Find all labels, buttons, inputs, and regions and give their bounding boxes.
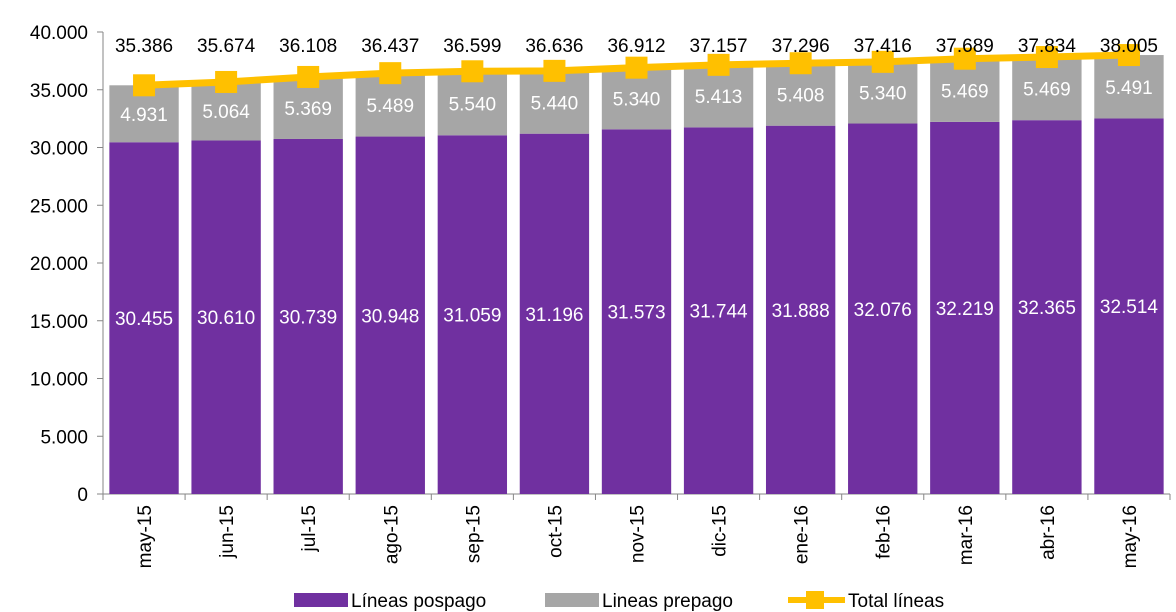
legend-swatch-pospago bbox=[294, 593, 348, 607]
legend-label-total: Total líneas bbox=[848, 591, 944, 612]
data-label-prepago: 5.340 bbox=[613, 89, 661, 110]
data-label-prepago: 5.413 bbox=[695, 87, 743, 108]
bar-pospago bbox=[1012, 120, 1082, 494]
data-label-total: 36.437 bbox=[361, 36, 419, 57]
data-label-total: 36.599 bbox=[443, 36, 501, 57]
y-tick-label: 40.000 bbox=[30, 23, 88, 44]
data-label-pospago: 30.739 bbox=[279, 307, 337, 328]
total-line bbox=[133, 44, 1140, 97]
legend-swatch-prepago bbox=[545, 593, 599, 607]
x-tick-label: jul-15 bbox=[299, 505, 320, 552]
data-label-prepago: 4.931 bbox=[120, 105, 168, 126]
bar-pospago bbox=[273, 138, 343, 495]
x-tick-label: jun-15 bbox=[217, 505, 238, 559]
x-tick-label: nov-15 bbox=[628, 505, 649, 563]
bar-pospago bbox=[109, 142, 179, 494]
data-label-total: 35.386 bbox=[115, 36, 173, 57]
data-label-pospago: 32.365 bbox=[1018, 298, 1076, 319]
x-tick-label: abr-16 bbox=[1038, 505, 1059, 560]
total-marker bbox=[871, 50, 894, 73]
bars bbox=[109, 55, 1164, 495]
data-label-pospago: 31.573 bbox=[607, 303, 665, 324]
data-label-prepago: 5.064 bbox=[202, 102, 250, 123]
bar-pospago bbox=[437, 135, 508, 494]
y-tick-label: 5.000 bbox=[40, 427, 88, 448]
data-label-prepago: 5.408 bbox=[777, 85, 825, 106]
total-marker bbox=[953, 47, 976, 70]
x-tick-label: feb-16 bbox=[874, 505, 895, 559]
data-label-pospago: 32.219 bbox=[936, 299, 994, 320]
total-marker bbox=[789, 52, 812, 75]
data-label-total: 37.689 bbox=[936, 36, 994, 57]
x-tick-label: ene-16 bbox=[792, 505, 813, 564]
data-labels: 30.455 4.931 30.610 5.064 30.739 5.369 30.948 5… bbox=[115, 36, 1158, 330]
total-marker bbox=[1035, 46, 1058, 69]
bar-pospago bbox=[683, 127, 754, 494]
total-marker bbox=[215, 70, 238, 93]
data-label-prepago: 5.469 bbox=[941, 81, 989, 102]
total-marker bbox=[543, 59, 566, 82]
bar-pospago bbox=[519, 133, 590, 494]
legend-label-prepago: Lineas prepago bbox=[602, 591, 733, 612]
data-label-total: 36.912 bbox=[607, 36, 665, 57]
bar-pospago bbox=[191, 140, 261, 494]
y-tick-label: 35.000 bbox=[30, 81, 88, 102]
y-tick-label: 20.000 bbox=[30, 254, 88, 275]
y-tick-label: 30.000 bbox=[30, 139, 88, 160]
y-tick-label: 0 bbox=[77, 485, 88, 506]
data-label-total: 37.416 bbox=[854, 36, 912, 57]
data-label-pospago: 30.948 bbox=[361, 306, 419, 327]
y-tick-label: 10.000 bbox=[30, 370, 88, 391]
x-tick-label: sep-15 bbox=[463, 505, 484, 563]
y-tick-label: 15.000 bbox=[30, 312, 88, 333]
y-tick-label: 25.000 bbox=[30, 196, 88, 217]
total-marker bbox=[707, 53, 730, 76]
data-label-pospago: 32.076 bbox=[854, 300, 912, 321]
x-tick-label: dic-15 bbox=[710, 505, 731, 557]
data-label-prepago: 5.369 bbox=[284, 99, 332, 120]
x-tick-label: oct-15 bbox=[545, 505, 566, 558]
data-label-prepago: 5.540 bbox=[449, 94, 497, 115]
data-label-pospago: 32.514 bbox=[1100, 297, 1159, 318]
total-marker bbox=[133, 74, 156, 97]
data-label-total: 38.005 bbox=[1100, 36, 1158, 57]
data-label-pospago: 31.888 bbox=[772, 301, 830, 322]
legend: Líneas pospago Lineas prepago Total líneas bbox=[294, 591, 944, 612]
data-label-prepago: 5.491 bbox=[1105, 78, 1153, 99]
data-label-total: 35.674 bbox=[197, 36, 256, 57]
total-marker bbox=[461, 60, 484, 83]
total-marker bbox=[625, 56, 648, 79]
x-tick-label: ago-15 bbox=[381, 505, 402, 564]
bar-pospago bbox=[765, 125, 836, 494]
data-label-pospago: 31.196 bbox=[525, 305, 583, 326]
data-label-pospago: 30.455 bbox=[115, 309, 173, 330]
bar-pospago bbox=[1094, 118, 1164, 494]
data-label-total: 36.636 bbox=[525, 36, 583, 57]
data-label-prepago: 5.469 bbox=[1023, 80, 1071, 101]
bar-pospago bbox=[848, 123, 918, 494]
data-label-prepago: 5.489 bbox=[366, 96, 414, 117]
bar-pospago bbox=[355, 136, 425, 494]
x-tick-label: mar-16 bbox=[956, 505, 977, 565]
data-label-total: 36.108 bbox=[279, 36, 337, 57]
total-marker bbox=[379, 62, 402, 85]
data-label-prepago: 5.440 bbox=[531, 93, 579, 114]
data-label-pospago: 30.610 bbox=[197, 308, 255, 329]
bar-pospago bbox=[601, 129, 672, 494]
legend-label-pospago: Líneas pospago bbox=[351, 591, 486, 612]
bar-pospago bbox=[930, 121, 1000, 495]
x-tick-label: may-15 bbox=[135, 505, 156, 568]
data-label-pospago: 31.744 bbox=[690, 302, 749, 323]
data-label-prepago: 5.340 bbox=[859, 84, 907, 105]
total-marker bbox=[297, 65, 320, 88]
x-tick-label: may-16 bbox=[1120, 505, 1141, 568]
data-label-total: 37.157 bbox=[690, 36, 748, 57]
data-label-pospago: 31.059 bbox=[443, 306, 501, 327]
legend-marker-total bbox=[806, 591, 824, 609]
total-marker bbox=[1117, 44, 1140, 67]
data-label-total: 37.296 bbox=[772, 36, 830, 57]
data-label-total: 37.834 bbox=[1018, 36, 1077, 57]
